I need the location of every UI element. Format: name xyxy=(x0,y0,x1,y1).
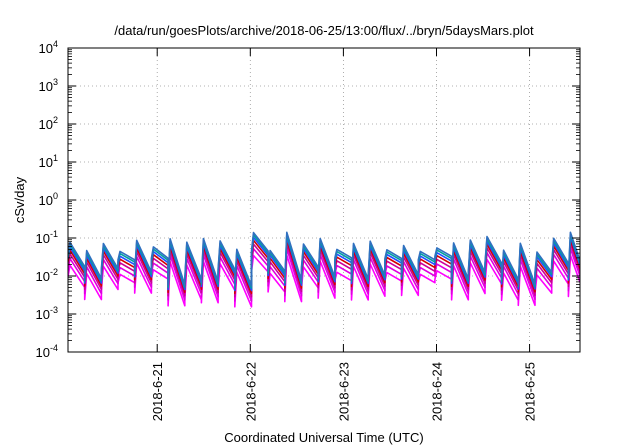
x-tick-label: 2018-6-22 xyxy=(243,362,258,421)
y-tick-label: 10-3 xyxy=(36,305,58,322)
x-tick-label: 2018-6-25 xyxy=(523,362,538,421)
y-tick-label: 10-1 xyxy=(36,229,58,246)
x-axis-label: Coordinated Universal Time (UTC) xyxy=(224,430,423,445)
x-tick-label: 2018-6-24 xyxy=(429,362,444,421)
y-tick-label: 101 xyxy=(39,153,58,170)
data-series xyxy=(68,231,580,308)
y-axis-label: cSv/day xyxy=(12,176,27,223)
y-tick-label: 102 xyxy=(39,115,58,132)
x-axis-ticks: 2018-6-21 2018-6-22 2018-6-23 2018-6-24 2018… xyxy=(150,48,538,421)
x-tick-label: 2018-6-23 xyxy=(336,362,351,421)
y-tick-label: 10-4 xyxy=(36,343,58,360)
y-tick-label: 100 xyxy=(39,191,58,208)
chart-title: /data/run/goesPlots/archive/2018-06-25/1… xyxy=(114,23,534,38)
y-tick-label: 104 xyxy=(39,39,58,56)
grid-lines xyxy=(68,48,580,352)
y-tick-label: 10-2 xyxy=(36,267,58,284)
y-axis-ticks: 10-4 10-3 10-2 10-1 100 101 102 103 104 xyxy=(36,39,580,360)
x-tick-label: 2018-6-21 xyxy=(150,362,165,421)
series-line xyxy=(68,231,580,287)
y-tick-label: 103 xyxy=(39,77,58,94)
